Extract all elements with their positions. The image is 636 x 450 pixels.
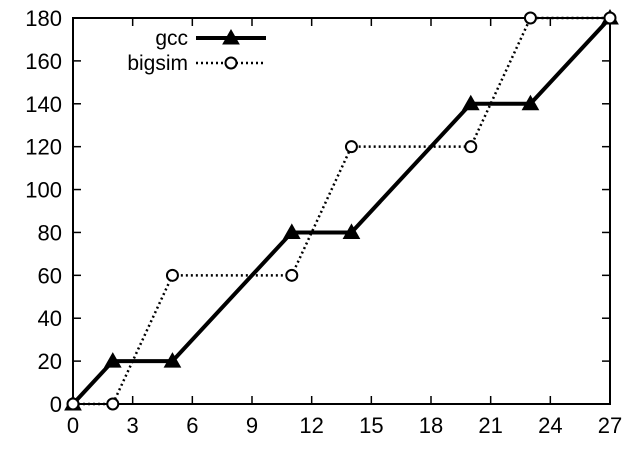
y-tick-label: 40 <box>38 306 62 331</box>
data-point-gcc <box>461 94 480 111</box>
x-tick-label: 21 <box>478 413 502 438</box>
data-point-bigsim <box>603 11 617 25</box>
data-point-gcc <box>521 94 540 111</box>
legend-label-gcc: gcc <box>155 27 188 50</box>
data-point-bigsim <box>165 268 179 282</box>
series-line-bigsim <box>73 16 610 406</box>
y-tick-label: 160 <box>25 49 62 74</box>
legend-marker-gcc <box>222 28 240 45</box>
data-point-gcc <box>342 223 361 239</box>
data-point-bigsim <box>344 140 358 154</box>
data-point-bigsim <box>285 268 299 282</box>
data-point-bigsim <box>464 140 478 154</box>
plot-frame <box>72 17 611 405</box>
y-tick-label: 120 <box>25 135 62 160</box>
x-tick-label: 18 <box>419 413 443 438</box>
series-layer <box>64 8 619 411</box>
x-tick-label: 9 <box>246 413 258 438</box>
legend-marker-bigsim <box>224 56 238 70</box>
x-tick-label: 27 <box>598 413 622 438</box>
y-tick-label: 100 <box>25 178 62 203</box>
data-point-gcc <box>163 352 182 368</box>
y-tick-label: 80 <box>38 220 62 245</box>
series-line-gcc <box>71 16 612 406</box>
y-tick-label: 140 <box>25 92 62 117</box>
data-point-bigsim <box>523 11 537 25</box>
x-tick-label: 0 <box>67 413 79 438</box>
y-tick-label: 60 <box>38 263 62 288</box>
axis-ticks: 0 3 6 9 12 15 18 21 24 27 0 20 40 60 80 100 120 140 160 180 <box>25 6 622 438</box>
y-tick-label: 0 <box>50 392 62 417</box>
data-point-bigsim <box>66 397 80 411</box>
y-tick-label: 180 <box>25 6 62 31</box>
x-tick-label: 15 <box>359 413 383 438</box>
x-tick-label: 3 <box>127 413 139 438</box>
x-tick-label: 24 <box>538 413 562 438</box>
x-tick-label: 6 <box>186 413 198 438</box>
legend-label-bigsim: bigsim <box>127 52 188 75</box>
x-tick-label: 12 <box>299 413 323 438</box>
data-point-bigsim <box>106 397 120 411</box>
y-tick-label: 20 <box>38 349 62 374</box>
series-bigsim <box>66 11 617 411</box>
data-point-gcc <box>103 352 122 368</box>
data-point-gcc <box>282 223 301 239</box>
